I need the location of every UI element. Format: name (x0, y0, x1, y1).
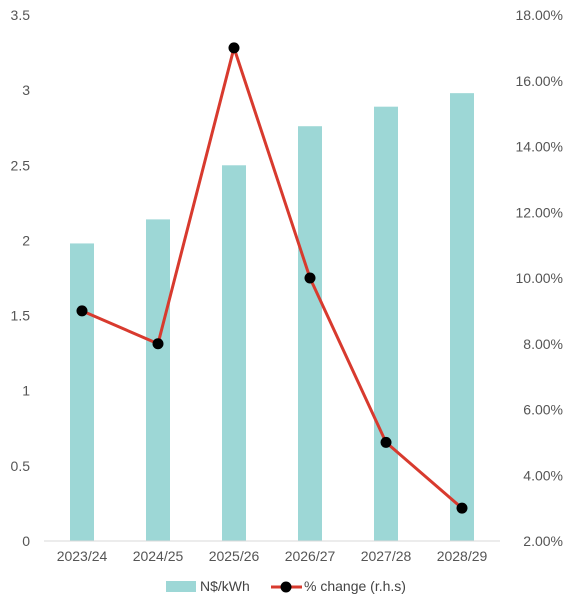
x-tick-label: 2028/29 (437, 548, 488, 564)
right-tick-label: 18.00% (516, 7, 563, 23)
right-tick-label: 16.00% (516, 73, 563, 89)
bar-2024-25 (146, 219, 170, 542)
line-point-2026-27 (304, 272, 316, 284)
left-axis-ticks: 0 0.5 1 1.5 2 2.5 3 3.5 (11, 7, 31, 549)
line-series-group (76, 42, 468, 514)
right-tick-label: 6.00% (523, 402, 563, 418)
left-tick-label: 3 (22, 82, 30, 98)
right-tick-label: 2.00% (523, 533, 563, 549)
x-tick-label: 2026/27 (285, 548, 336, 564)
right-tick-label: 14.00% (516, 139, 563, 155)
legend-bar-swatch (166, 581, 196, 592)
right-tick-label: 12.00% (516, 204, 563, 220)
bar-2023-24 (70, 243, 94, 542)
right-tick-label: 10.00% (516, 270, 563, 286)
legend-line-marker (280, 581, 292, 593)
right-tick-label: 8.00% (523, 336, 563, 352)
line-point-2027-28 (380, 436, 392, 448)
legend-line-label: % change (r.h.s) (304, 578, 406, 594)
left-tick-label: 3.5 (11, 7, 31, 23)
left-tick-label: 2 (22, 232, 30, 248)
right-tick-label: 4.00% (523, 467, 563, 483)
x-tick-label: 2024/25 (133, 548, 184, 564)
legend: N$/kWh % change (r.h.s) (166, 578, 406, 594)
line-point-2028-29 (456, 502, 468, 514)
x-tick-label: 2023/24 (57, 548, 108, 564)
line-point-2024-25 (152, 338, 164, 350)
x-axis-ticks: 2023/24 2024/25 2025/26 2026/27 2027/28 2028/… (57, 548, 488, 564)
bar-2026-27 (298, 126, 322, 541)
left-tick-label: 1.5 (11, 308, 31, 324)
left-tick-label: 2.5 (11, 157, 31, 173)
right-axis-ticks: 2.00% 4.00% 6.00% 8.00% 10.00% 12.00% 14.00% 16… (516, 7, 563, 549)
line-point-2023-24 (76, 305, 88, 317)
x-tick-label: 2025/26 (209, 548, 260, 564)
x-tick-label: 2027/28 (361, 548, 412, 564)
bar-2028-29 (450, 93, 474, 542)
left-tick-label: 0 (22, 533, 30, 549)
bar-2025-26 (222, 165, 246, 542)
left-tick-label: 1 (22, 383, 30, 399)
bars-group (70, 93, 474, 542)
line-point-2025-26 (228, 42, 240, 54)
line-path (81, 46, 463, 510)
bar-2027-28 (374, 106, 398, 541)
legend-bar-label: N$/kWh (200, 578, 250, 594)
left-tick-label: 0.5 (11, 458, 31, 474)
